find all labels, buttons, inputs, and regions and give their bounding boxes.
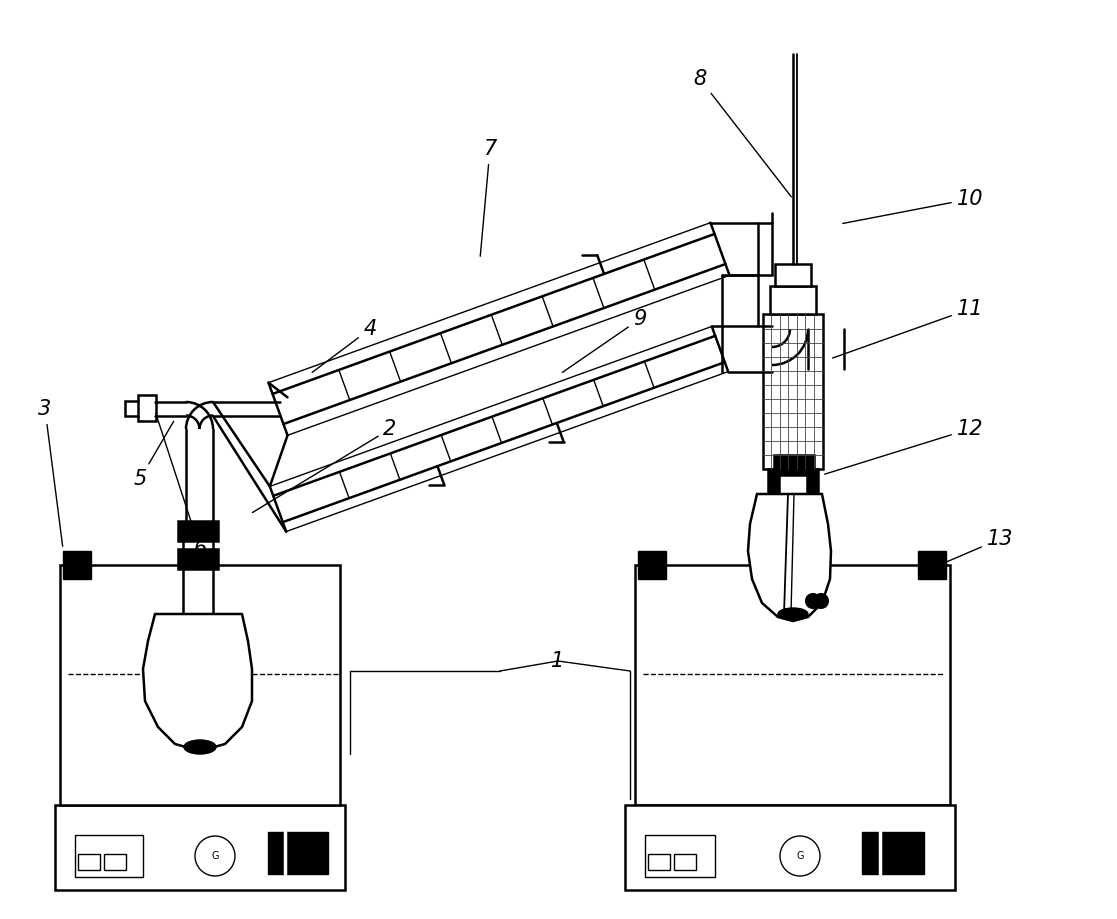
Bar: [78, 854, 101, 870]
Bar: [268, 832, 328, 874]
Bar: [763, 314, 823, 469]
Text: 9: 9: [562, 309, 647, 372]
Bar: [55, 805, 345, 890]
Bar: [779, 464, 806, 494]
Bar: [178, 549, 218, 569]
Bar: [183, 526, 213, 614]
Bar: [862, 832, 924, 874]
Bar: [674, 854, 696, 870]
Ellipse shape: [184, 740, 216, 754]
Circle shape: [814, 594, 828, 608]
Bar: [770, 286, 817, 314]
Polygon shape: [143, 614, 252, 751]
Bar: [75, 835, 143, 877]
Circle shape: [806, 594, 820, 608]
Bar: [178, 521, 218, 541]
Bar: [774, 455, 814, 475]
Text: G: G: [796, 851, 804, 861]
Text: 8: 8: [694, 69, 791, 197]
Text: 12: 12: [824, 419, 983, 474]
Bar: [626, 805, 955, 890]
Bar: [63, 551, 90, 579]
Polygon shape: [748, 494, 831, 621]
Text: 6: 6: [156, 414, 207, 559]
Text: 7: 7: [480, 139, 497, 256]
Text: 2: 2: [252, 419, 397, 513]
Bar: [768, 469, 818, 497]
Circle shape: [780, 836, 820, 876]
Bar: [918, 551, 946, 579]
Text: 3: 3: [38, 399, 63, 546]
Text: G: G: [211, 851, 219, 861]
Text: 11: 11: [832, 299, 983, 358]
Text: 10: 10: [842, 189, 983, 223]
Ellipse shape: [779, 608, 808, 620]
Text: 4: 4: [313, 319, 376, 372]
Text: 5: 5: [133, 422, 173, 489]
Text: 13: 13: [933, 529, 1013, 568]
Text: 1: 1: [552, 651, 564, 671]
Bar: [634, 565, 949, 805]
Bar: [638, 551, 666, 579]
Bar: [104, 854, 126, 870]
Bar: [648, 854, 670, 870]
Bar: [645, 835, 715, 877]
Bar: [139, 395, 156, 421]
Bar: [775, 264, 811, 286]
Circle shape: [195, 836, 235, 876]
Bar: [60, 565, 340, 805]
